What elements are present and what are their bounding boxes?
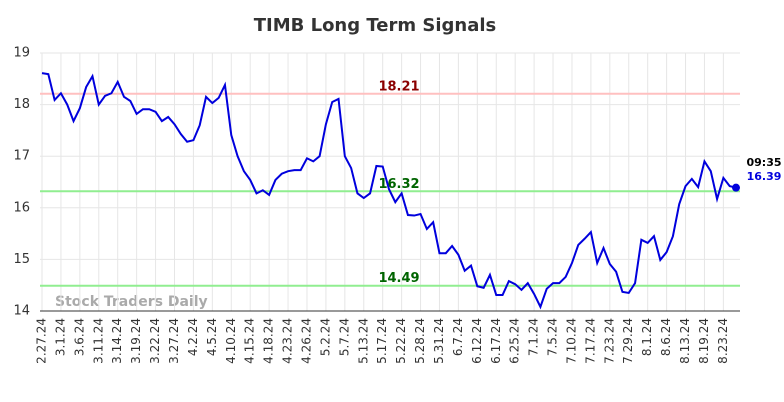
- x-tick-label: 8.19.24: [697, 318, 711, 364]
- x-tick-label: 8.13.24: [678, 318, 692, 364]
- y-tick-label: 15: [13, 252, 30, 267]
- y-tick-label: 17: [13, 149, 30, 164]
- reference-label: 18.21: [378, 79, 419, 94]
- x-tick-label: 4.26.24: [299, 318, 313, 364]
- last-time: 09:35: [746, 156, 781, 169]
- x-tick-label: 4.5.24: [205, 318, 219, 356]
- x-tick-label: 2.27.24: [35, 318, 49, 364]
- x-tick-label: 6.12.24: [470, 318, 484, 364]
- reference-label: 16.32: [378, 177, 419, 192]
- x-tick-label: 4.18.24: [262, 318, 276, 364]
- x-tick-label: 6.17.24: [489, 318, 503, 364]
- x-tick-label: 5.2.24: [318, 318, 332, 356]
- x-tick-label: 3.22.24: [148, 318, 162, 364]
- x-tick-label: 3.27.24: [167, 318, 181, 364]
- x-tick-label: 3.6.24: [72, 318, 86, 356]
- y-tick-label: 14: [13, 304, 30, 319]
- x-tick-label: 4.10.24: [224, 318, 238, 364]
- x-tick-label: 6.25.24: [508, 318, 522, 364]
- x-tick-label: 3.11.24: [91, 318, 105, 364]
- y-tick-label: 19: [13, 46, 30, 61]
- x-tick-label: 7.5.24: [546, 318, 560, 356]
- x-tick-label: 7.10.24: [564, 318, 578, 364]
- reference-label: 14.49: [378, 271, 419, 286]
- y-tick-label: 16: [13, 200, 30, 215]
- x-tick-label: 7.17.24: [583, 318, 597, 364]
- x-tick-label: 8.6.24: [659, 318, 673, 356]
- x-tick-label: 6.7.24: [451, 318, 465, 356]
- x-tick-label: 3.1.24: [53, 318, 67, 356]
- y-tick-label: 18: [13, 97, 30, 112]
- watermark: Stock Traders Daily: [55, 294, 208, 310]
- x-tick-label: 3.19.24: [129, 318, 143, 364]
- x-tick-label: 5.28.24: [413, 318, 427, 364]
- x-tick-label: 5.22.24: [394, 318, 408, 364]
- price-line: [41, 72, 737, 310]
- x-tick-label: 5.7.24: [337, 318, 351, 356]
- chart-title: TIMB Long Term Signals: [254, 15, 497, 36]
- x-tick-label: 4.2.24: [186, 318, 200, 356]
- last-point: [732, 183, 740, 192]
- x-tick-label: 8.23.24: [716, 318, 730, 364]
- x-tick-label: 8.1.24: [640, 318, 654, 356]
- x-tick-label: 7.29.24: [621, 318, 635, 364]
- x-tick-label: 7.1.24: [527, 318, 541, 356]
- last-value: 16.39: [747, 170, 782, 183]
- x-tick-label: 3.14.24: [110, 318, 124, 364]
- x-tick-label: 5.17.24: [375, 318, 389, 364]
- x-tick-label: 4.23.24: [281, 318, 295, 364]
- x-tick-label: 5.13.24: [356, 318, 370, 364]
- x-tick-label: 4.15.24: [243, 318, 257, 364]
- x-tick-label: 5.31.24: [432, 318, 446, 364]
- x-tick-label: 7.23.24: [602, 318, 616, 364]
